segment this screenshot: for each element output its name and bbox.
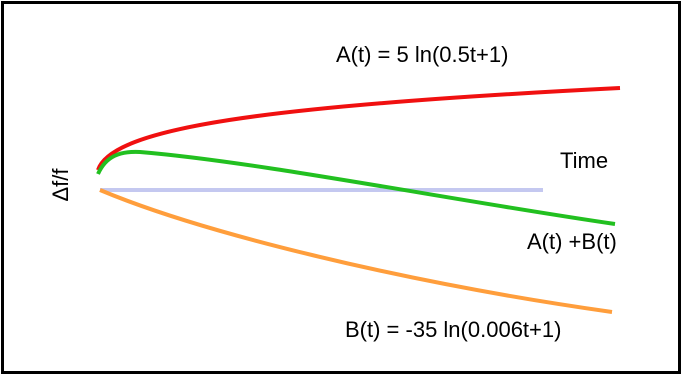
y-axis-label: Δf/f — [48, 168, 73, 202]
curve-sum — [96, 149, 616, 226]
label-time: Time — [560, 148, 608, 173]
label-b: B(t) = -35 ln(0.006t+1) — [345, 317, 561, 342]
label-sum: A(t) +B(t) — [527, 229, 617, 254]
curve-a — [96, 86, 621, 171]
curve-b — [99, 188, 613, 314]
label-a: A(t) = 5 ln(0.5t+1) — [336, 42, 508, 67]
frame — [1, 1, 681, 374]
